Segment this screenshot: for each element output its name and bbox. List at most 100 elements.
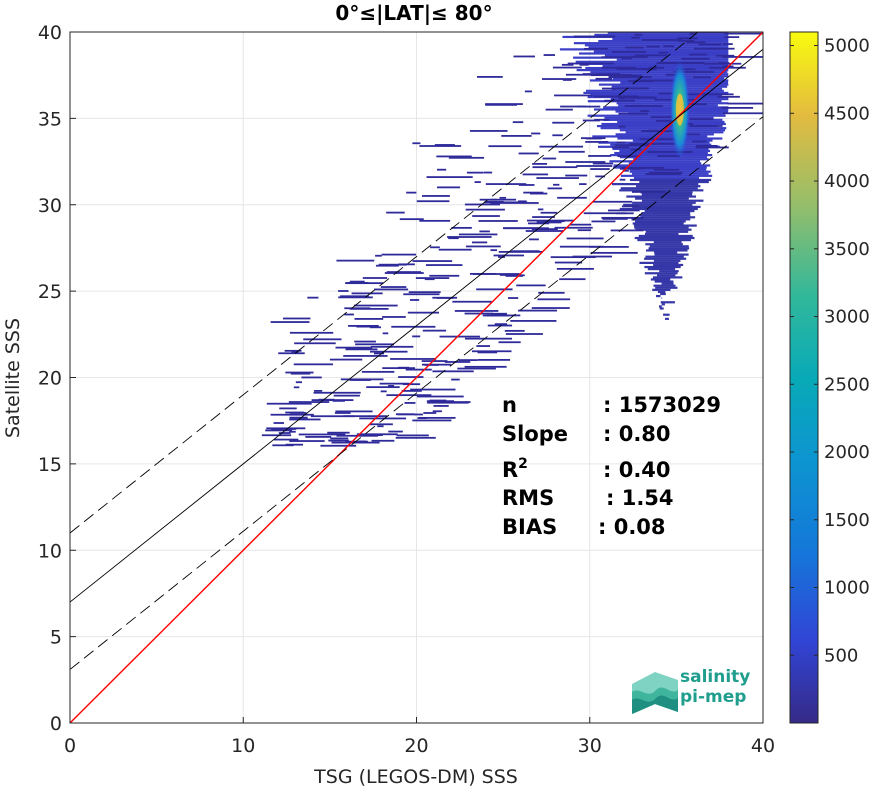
heatmap-cell (487, 324, 513, 327)
y-tick-label: 20 (38, 368, 62, 390)
heatmap-cell (343, 415, 388, 418)
heatmap-cell (469, 272, 497, 275)
heatmap-cell (382, 332, 389, 335)
heatmap-cell (369, 423, 393, 426)
heatmap-cell (540, 211, 558, 214)
heatmap-cell (587, 114, 726, 117)
heatmap-cell (345, 348, 378, 351)
heatmap-cell (632, 201, 696, 204)
heatmap-cell (370, 345, 414, 348)
heatmap-cell (338, 296, 373, 299)
heatmap-cell (659, 307, 664, 310)
heatmap-cell (366, 386, 400, 389)
heatmap-cell (485, 183, 527, 185)
heatmap-cell (634, 33, 643, 36)
heatmap-cell (689, 118, 714, 121)
heatmap-cell (266, 402, 312, 405)
heatmap-cell (261, 434, 292, 437)
heatmap-cell (464, 337, 513, 340)
heatmap-cell (647, 268, 676, 271)
logo-line2: pi-mep (680, 687, 746, 707)
heatmap-cell (412, 419, 452, 422)
heatmap-cell (504, 329, 525, 332)
heatmap-cell (452, 300, 492, 303)
heatmap-cell (374, 288, 409, 291)
heatmap-cell (660, 292, 666, 296)
stat-value: : 0.80 (603, 422, 671, 446)
heatmap-cell (524, 90, 532, 93)
heatmap-cell (335, 410, 373, 413)
heatmap-cell (594, 33, 729, 36)
heatmap-cell (285, 371, 314, 374)
heatmap-cell (465, 245, 501, 248)
heatmap-cell (585, 89, 724, 92)
salinity-pi-mep-logo: salinity pi-mep (632, 667, 750, 714)
heatmap-cell (508, 297, 519, 299)
heatmap-cell (582, 119, 600, 122)
heatmap-cell (668, 62, 703, 64)
heatmap-cell (418, 416, 456, 419)
heatmap-cell (429, 246, 440, 249)
heatmap-cell (542, 157, 557, 160)
heatmap-cell (695, 146, 729, 149)
heatmap-cell (614, 151, 708, 155)
heatmap-cell (523, 191, 544, 194)
heatmap-cell (386, 271, 422, 273)
line-fit (70, 48, 763, 603)
heatmap-cell (399, 218, 424, 221)
heatmap-cell (608, 75, 729, 78)
heatmap-cell (597, 145, 720, 148)
heatmap-cell (490, 202, 539, 204)
heatmap-cell (589, 245, 629, 248)
heatmap-cell (380, 286, 407, 288)
heatmap-cell (458, 359, 478, 361)
heatmap-cell (349, 280, 365, 283)
heatmap-cell (561, 63, 574, 66)
heatmap-cell (618, 125, 626, 128)
heatmap-cell (458, 233, 498, 236)
heatmap-cell (529, 238, 539, 241)
heatmap-cell (676, 68, 696, 71)
regression-lines (70, 32, 763, 723)
heatmap-cell (645, 255, 684, 258)
heatmap-cell (611, 183, 699, 186)
heatmap-cell (340, 295, 369, 298)
x-tick-label: 0 (64, 735, 76, 757)
heatmap-cell (451, 378, 460, 381)
heatmap-cell (336, 259, 375, 262)
heatmap-cell (590, 168, 610, 170)
heatmap-cell (644, 272, 678, 275)
heatmap-cell (573, 42, 729, 45)
heatmap-cell (375, 264, 399, 267)
heatmap-cell (717, 95, 740, 98)
heatmap-cell (344, 307, 371, 310)
heatmap-cell (532, 216, 555, 218)
heatmap-cell (439, 335, 481, 338)
heatmap-cell (477, 351, 498, 354)
heatmap-cell (603, 106, 729, 109)
heatmap-cell (550, 256, 596, 259)
heatmap-cell (283, 317, 311, 320)
heatmap-cell (595, 77, 613, 80)
heatmap-cell (271, 428, 297, 430)
heatmap-cell (530, 192, 548, 195)
heatmap-cell (307, 296, 319, 299)
heatmap-cell (517, 309, 557, 312)
heatmap-cell (650, 116, 676, 119)
heatmap-cell (295, 381, 303, 384)
heatmap-cell (384, 272, 424, 274)
heatmap-cell (658, 51, 668, 54)
heatmap-cell (619, 178, 626, 181)
heatmap-cell (716, 54, 735, 57)
heatmap-cell (590, 71, 728, 74)
heatmap-cell (424, 364, 439, 366)
heatmap-cell (525, 230, 564, 232)
heatmap-cell (634, 104, 642, 107)
heatmap-cell (334, 412, 351, 414)
heatmap-cell (593, 95, 639, 98)
heatmap-cell (698, 43, 722, 46)
heatmap-cell (633, 224, 697, 227)
heatmap-cell (464, 365, 507, 368)
heatmap-cell (565, 174, 588, 177)
heatmap-cell (601, 56, 648, 59)
